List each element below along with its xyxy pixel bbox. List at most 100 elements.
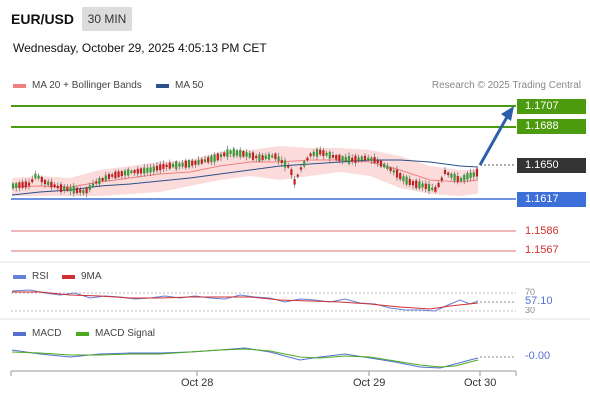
candle-body [91,183,95,187]
macd-value: -0.00 [525,350,551,362]
candle-body [95,181,98,184]
candle-body [463,174,466,181]
candle-body [168,162,171,169]
candle-body [347,155,351,164]
candle-body [392,170,395,173]
candle-body [421,183,424,188]
candle-body [34,173,37,179]
legend-macd: MACD [13,328,61,339]
candle-body [427,184,431,192]
candle-body [152,166,155,172]
candle-body [309,153,312,157]
macd-signal-label: MACD Signal [95,328,156,339]
candle-body [226,149,229,157]
candle-body [43,179,47,185]
candle-body [117,171,120,178]
candle-body [370,157,373,162]
candle-body [469,172,472,179]
candle-body [242,150,245,157]
target1-tag: 1.1688 [517,119,586,134]
candle-body [303,161,306,167]
candle-body [59,184,63,192]
candle-body [21,181,24,188]
candle-body [155,165,159,171]
candle-body [216,153,219,161]
candle-body [296,174,299,177]
candle-body [264,155,267,159]
legend-ma50: MA 50 [156,80,203,91]
candle-body [411,181,415,186]
candle-body [415,180,418,189]
candle-body [283,160,287,168]
candle-body [159,164,162,171]
candle-body [82,189,85,194]
rsi-value: 57.10 [525,295,553,307]
candle-body [360,156,363,161]
candle-body [434,187,437,192]
candle-body [290,169,293,176]
candle-body [447,172,450,176]
candle-body [341,156,344,161]
macd-swatch [13,331,26,336]
x-label-oct28: Oct 28 [181,377,214,389]
candle-body [443,169,447,175]
candle-body [24,181,27,188]
candle-body [47,181,50,185]
macd-signal-swatch [76,331,89,336]
candle-body [325,152,328,156]
candle-body [261,155,264,161]
candle-body [344,156,347,162]
candle-body [319,149,322,155]
candle-body [248,152,251,158]
candle-body [357,157,360,161]
ma50-label: MA 50 [175,80,204,91]
candle-body [280,159,283,163]
candle-body [459,177,463,182]
target2-tag: 1.1707 [517,99,586,114]
candle-body [146,167,149,173]
candle-body [40,176,43,183]
candle-body [66,187,69,191]
candle-body [287,165,290,168]
candle-body [293,179,296,185]
candle-body [194,160,197,165]
candle-body [239,149,242,157]
candle-body [235,150,239,156]
support1-label: 1.1586 [525,225,559,237]
candle-body [408,178,411,185]
forecast-arrow-shaft [478,116,509,166]
candle-body [466,173,469,180]
candle-body [232,148,235,157]
legend-bollinger: MA 20 + Bollinger Bands [13,80,142,91]
candle-body [101,177,104,181]
candle-body [274,153,277,160]
candle-body [213,154,216,162]
candle-body [127,169,130,176]
rsi-ma-swatch [62,274,75,279]
candle-body [472,172,475,177]
candle-body [219,154,223,158]
candle-body [399,173,402,180]
candle-body [379,160,383,167]
candle-body [267,154,271,160]
candle-body [107,173,111,179]
candle-body [431,187,434,191]
candle-body [475,168,479,177]
candle-body [277,156,280,162]
candle-body [114,171,117,179]
candle-body [386,165,389,170]
candle-body [133,169,136,174]
research-credit: Research © 2025 Trading Central [431,80,581,91]
candle-body [50,181,53,188]
support2-label: 1.1567 [525,244,559,256]
candle-body [85,187,88,194]
candle-body [88,185,91,191]
candle-body [200,159,203,164]
candle-body [18,182,21,188]
candle-body [207,157,210,163]
candle-body [383,163,386,168]
candle-body [175,161,178,170]
candle-body [402,176,405,182]
legend-rsi-ma: 9MA [62,271,102,282]
timeframe-badge[interactable]: 30 MIN [82,7,132,31]
